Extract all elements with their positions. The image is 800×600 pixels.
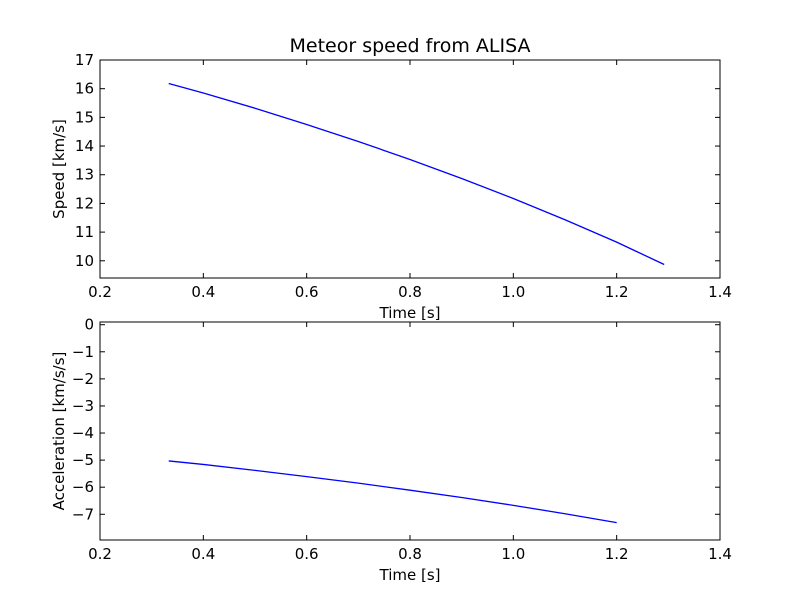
accel-y-tick-label: −1 [72, 343, 94, 361]
speed-y-tick-label: 15 [75, 108, 94, 126]
accel-x-tick-label: 1.0 [501, 545, 525, 563]
speed-y-tick-label: 12 [75, 194, 94, 212]
accel-x-tick-label: 0.6 [295, 545, 319, 563]
speed-y-tick-label: 14 [75, 137, 94, 155]
speed-y-tick-label: 11 [75, 223, 94, 241]
accel-y-tick-label: −5 [72, 451, 94, 469]
accel-x-tick-label: 1.2 [605, 545, 629, 563]
speed-y-tick-label: 16 [75, 80, 94, 98]
accel-y-tick-label: −2 [72, 370, 94, 388]
speed-x-axis-label: Time [s] [379, 304, 441, 322]
accel-x-axis-label: Time [s] [379, 566, 441, 584]
speed-y-tick-label: 13 [75, 166, 94, 184]
speed-y-tick-label: 10 [75, 252, 94, 270]
speed-y-axis-label: Speed [km/s] [50, 119, 68, 219]
speed-x-tick-label: 0.4 [191, 283, 215, 301]
speed-x-tick-label: 0.2 [88, 283, 112, 301]
accel-x-tick-label: 1.4 [708, 545, 732, 563]
acceleration-chart: 0.2 0.4 0.6 0.8 1.0 1.2 1.4 0 −1 −2 −3 −4 −5 −6 −7 Time… [50, 316, 732, 584]
speed-x-tick-label: 0.6 [295, 283, 319, 301]
accel-x-tick-label: 0.4 [191, 545, 215, 563]
speed-series-line-0 [168, 82, 665, 266]
accel-y-tick-label: −4 [72, 424, 94, 442]
accel-y-tick-label: −3 [72, 397, 94, 415]
speed-x-tick-label: 0.8 [398, 283, 422, 301]
accel-y-axis-label: Acceleration [km/s/s] [50, 352, 68, 511]
speed-chart: 0.2 0.4 0.6 0.8 1.0 1.2 1.4 10 11 12 13 14 15 16 17 Tim… [50, 35, 732, 322]
speed-plot-frame [99, 59, 721, 279]
accel-x-tick-label: 0.8 [398, 545, 422, 563]
speed-x-tick-label: 1.2 [605, 283, 629, 301]
accel-y-tick-label: −6 [72, 478, 94, 496]
speed-x-tick-label: 1.4 [708, 283, 732, 301]
speed-chart-title: Meteor speed from ALISA [290, 35, 531, 57]
accel-plot-frame [99, 321, 721, 541]
speed-x-tick-label: 1.0 [501, 283, 525, 301]
accel-x-tick-label: 0.2 [88, 545, 112, 563]
accel-y-tick-label: 0 [84, 316, 94, 334]
speed-y-tick-label: 17 [75, 51, 94, 69]
accel-series-line-0 [168, 460, 617, 524]
accel-y-tick-label: −7 [72, 505, 94, 523]
